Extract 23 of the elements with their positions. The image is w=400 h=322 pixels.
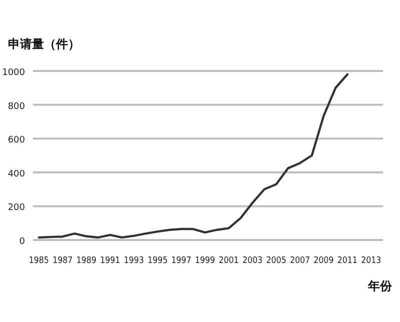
- xtick: 1987: [52, 256, 76, 266]
- ytick: 600: [8, 136, 25, 146]
- xtick: 2011: [337, 256, 360, 266]
- xtick: 1991: [100, 256, 124, 266]
- xtick: 2013: [361, 256, 384, 266]
- xtick: 2007: [290, 256, 313, 266]
- xtick: 2005: [266, 256, 290, 266]
- xtick: 1995: [148, 256, 170, 266]
- xtick: 2009: [314, 256, 337, 266]
- ytick: 200: [8, 203, 25, 214]
- ytick: 0: [19, 237, 25, 247]
- title: 申请量（件）: [8, 37, 80, 51]
- xlabel: 年份: [368, 279, 392, 293]
- xtick: 1997: [171, 256, 194, 266]
- xtick: 1985: [28, 256, 52, 266]
- ytick: 400: [8, 169, 25, 180]
- xtick: 2003: [242, 256, 266, 266]
- ytick: 800: [8, 102, 25, 112]
- xtick: 1989: [76, 256, 100, 266]
- xtick: 1999: [195, 256, 218, 266]
- xtick: 2001: [218, 256, 242, 266]
- ytick: 1000: [2, 68, 25, 78]
- xtick: 1993: [124, 256, 147, 266]
